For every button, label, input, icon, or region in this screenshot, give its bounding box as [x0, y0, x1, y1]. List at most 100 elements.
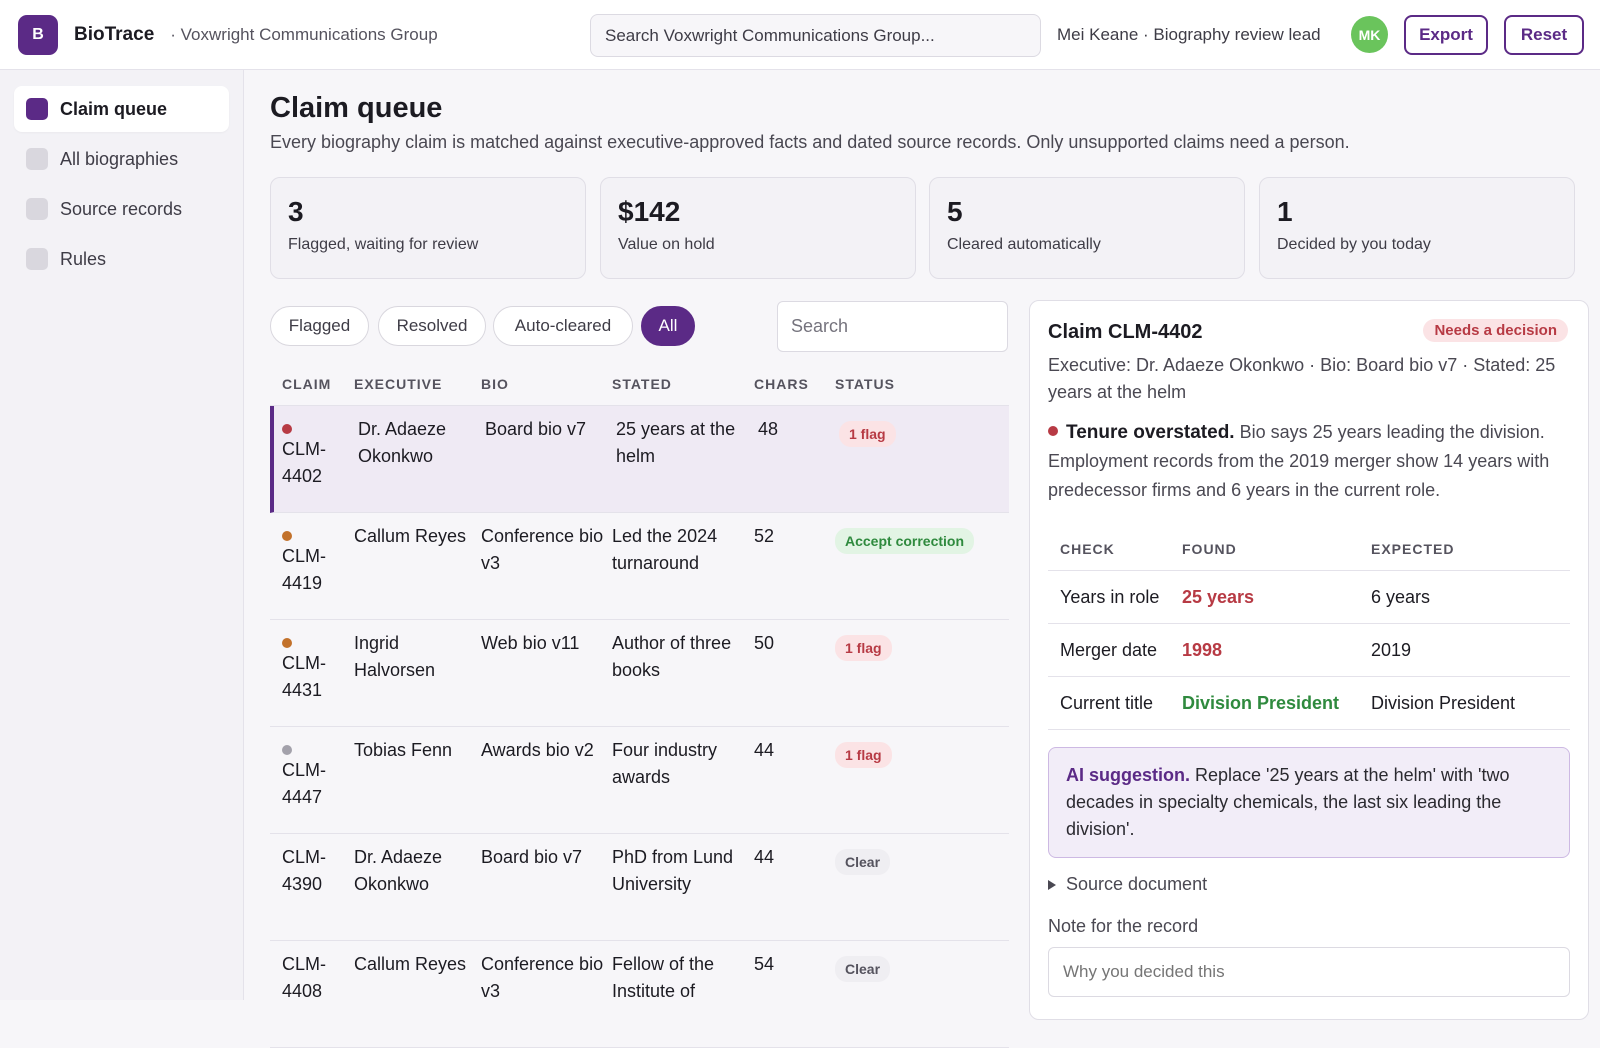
filter-chip-resolved[interactable]: Resolved — [378, 306, 486, 346]
stated-cell: 25 years at the helm — [616, 419, 736, 466]
stated-cell: Author of three books — [612, 633, 732, 680]
executive-cell: Ingrid Halvorsen — [354, 633, 436, 680]
column-header[interactable]: BIO — [481, 375, 509, 392]
sidebar-item-label: Source records — [60, 198, 183, 219]
executive-cell: Callum Reyes — [354, 526, 467, 546]
ai-suggestion-text: Replace '25 years at the helm' with 'two… — [1066, 765, 1510, 839]
stat-value: 1 — [1277, 196, 1293, 227]
check-expected: Division President — [1371, 692, 1516, 713]
check-expected: 6 years — [1371, 586, 1431, 607]
claim-id-number: 4402 — [282, 466, 323, 486]
status-cell: 1 flag — [835, 620, 1009, 726]
stat-label: Decided by you today — [1277, 236, 1431, 253]
sidebar-item-source-records[interactable]: Source records — [14, 186, 229, 232]
export-button[interactable]: Export — [1404, 15, 1488, 55]
note-label: Note for the record — [1048, 916, 1199, 936]
status-badge: Needs a decision — [1423, 319, 1568, 342]
executive-cell: Callum Reyes — [354, 954, 467, 974]
check-name: Merger date — [1060, 639, 1158, 660]
claim-id-number: 4431 — [282, 680, 323, 700]
detail-meta: Executive: Dr. Adaeze Okonkwo · Bio: Boa… — [1048, 355, 1556, 402]
queue-icon — [26, 98, 48, 120]
claim-id-prefix: CLM- — [282, 847, 326, 867]
column-header[interactable]: CHARS — [754, 375, 809, 392]
filter-chip-auto-cleared[interactable]: Auto-cleared — [493, 306, 633, 346]
global-search-input[interactable]: Search Voxwright Communications Group... — [590, 14, 1041, 57]
source-document-toggle[interactable]: Source document — [1048, 874, 1570, 895]
note-input[interactable] — [1048, 947, 1570, 997]
chars-cell: 54 — [754, 954, 775, 974]
check-expected: 2019 — [1371, 639, 1412, 660]
executive-cell: Tobias Fenn — [354, 740, 453, 760]
table-row[interactable]: CLM- 4408 Callum Reyes Conference bio v3 Fel… — [270, 941, 1009, 1048]
column-header: FOUND — [1182, 540, 1237, 557]
priority-dot-icon — [282, 745, 292, 755]
priority-dot-icon — [282, 531, 292, 541]
status-cell: Accept correction — [835, 513, 1009, 619]
page-subtitle: Every biography claim is matched against… — [270, 132, 1350, 152]
column-header[interactable]: CLAIM — [282, 375, 332, 392]
sidebar: Claim queue All biographies Source recor… — [0, 70, 244, 1000]
chars-cell: 52 — [754, 526, 775, 546]
checks-header: CHECK FOUND EXPECTED — [1048, 527, 1570, 571]
chars-cell: 48 — [758, 419, 779, 439]
column-header[interactable]: STATED — [612, 375, 672, 392]
sidebar-item-rules[interactable]: Rules — [14, 236, 229, 282]
check-row: Years in role 25 years 6 years — [1048, 571, 1570, 624]
stat-card-flagged: 3 Flagged, waiting for review — [270, 177, 586, 279]
table-row[interactable]: CLM- 4447 Tobias Fenn Awards bio v2 Four ind… — [270, 727, 1009, 834]
check-found: 25 years — [1182, 586, 1255, 607]
claim-cell: CLM- 4408 — [270, 941, 354, 1047]
stat-card-cleared: 5 Cleared automatically — [929, 177, 1245, 279]
sidebar-item-all-biographies[interactable]: All biographies — [14, 136, 229, 182]
claim-id-prefix: CLM- — [282, 546, 326, 566]
table-row[interactable]: CLM- 4431 Ingrid Halvorsen Web bio v11 Autho… — [270, 620, 1009, 727]
claim-id-number: 4390 — [282, 874, 323, 894]
table-row[interactable]: CLM- 4419 Callum Reyes Conference bio v3 Led… — [270, 513, 1009, 620]
stat-card-decided: 1 Decided by you today — [1259, 177, 1575, 279]
bio-cell: Board bio v7 — [481, 847, 583, 867]
check-name: Current title — [1060, 692, 1154, 713]
finding-text: Bio says 25 years leading the division. … — [1048, 422, 1550, 500]
stated-cell: Led the 2024 turnaround — [612, 526, 718, 573]
claims-table: CLAIM EXECUTIVE BIO STATED CHARS STATUS … — [270, 362, 1009, 1048]
sidebar-item-label: Rules — [60, 248, 107, 269]
claim-id-number: 4419 — [282, 573, 323, 593]
detail-title: Claim CLM-4402 — [1048, 321, 1203, 343]
chars-cell: 44 — [754, 847, 775, 867]
sidebar-item-claim-queue[interactable]: Claim queue — [14, 86, 229, 132]
disclosure-triangle-icon — [1048, 879, 1056, 890]
sidebar-item-label: Claim queue — [60, 98, 168, 119]
claim-cell: CLM- 4402 — [274, 406, 358, 512]
page-title: Claim queue — [270, 92, 443, 124]
chars-cell: 50 — [754, 633, 775, 653]
priority-dot-icon — [282, 638, 292, 648]
stat-value: 3 — [288, 196, 304, 227]
priority-dot-icon — [282, 424, 292, 434]
finding: Tenure overstated. Bio says 25 years lea… — [1048, 418, 1570, 505]
column-header[interactable]: EXECUTIVE — [354, 375, 443, 392]
reset-button[interactable]: Reset — [1504, 15, 1584, 55]
claim-id-prefix: CLM- — [282, 760, 326, 780]
table-row[interactable]: CLM- 4402 Dr. Adaeze Okonkwo Board bio v7 25… — [270, 406, 1009, 513]
bio-cell: Conference bio v3 — [481, 954, 604, 1001]
stat-card-value-on-hold: $142 Value on hold — [600, 177, 916, 279]
status-badge: Clear — [835, 849, 891, 875]
claim-search-input[interactable]: Search — [777, 301, 1008, 352]
filter-chip-flagged[interactable]: Flagged — [270, 306, 369, 346]
filter-chip-all[interactable]: All — [641, 306, 695, 346]
ai-suggestion-label: AI suggestion. — [1066, 765, 1191, 785]
column-header[interactable]: STATUS — [835, 375, 895, 392]
finding-title: Tenure overstated. — [1066, 422, 1235, 443]
executive-cell: Dr. Adaeze Okonkwo — [354, 847, 443, 894]
claim-cell: CLM- 4419 — [270, 513, 354, 619]
table-row[interactable]: CLM- 4390 Dr. Adaeze Okonkwo Board bio v7 Ph… — [270, 834, 1009, 941]
source-document-label: Source document — [1066, 874, 1208, 894]
avatar[interactable]: MK — [1351, 16, 1388, 53]
status-cell: 1 flag — [839, 406, 1009, 512]
stat-label: Flagged, waiting for review — [288, 236, 479, 253]
claim-detail-panel: Claim CLM-4402 Needs a decision Executiv… — [1029, 300, 1589, 1020]
finding-dot-icon — [1048, 426, 1058, 436]
check-found: Division President — [1182, 692, 1340, 713]
stated-cell: PhD from Lund University — [612, 847, 734, 894]
